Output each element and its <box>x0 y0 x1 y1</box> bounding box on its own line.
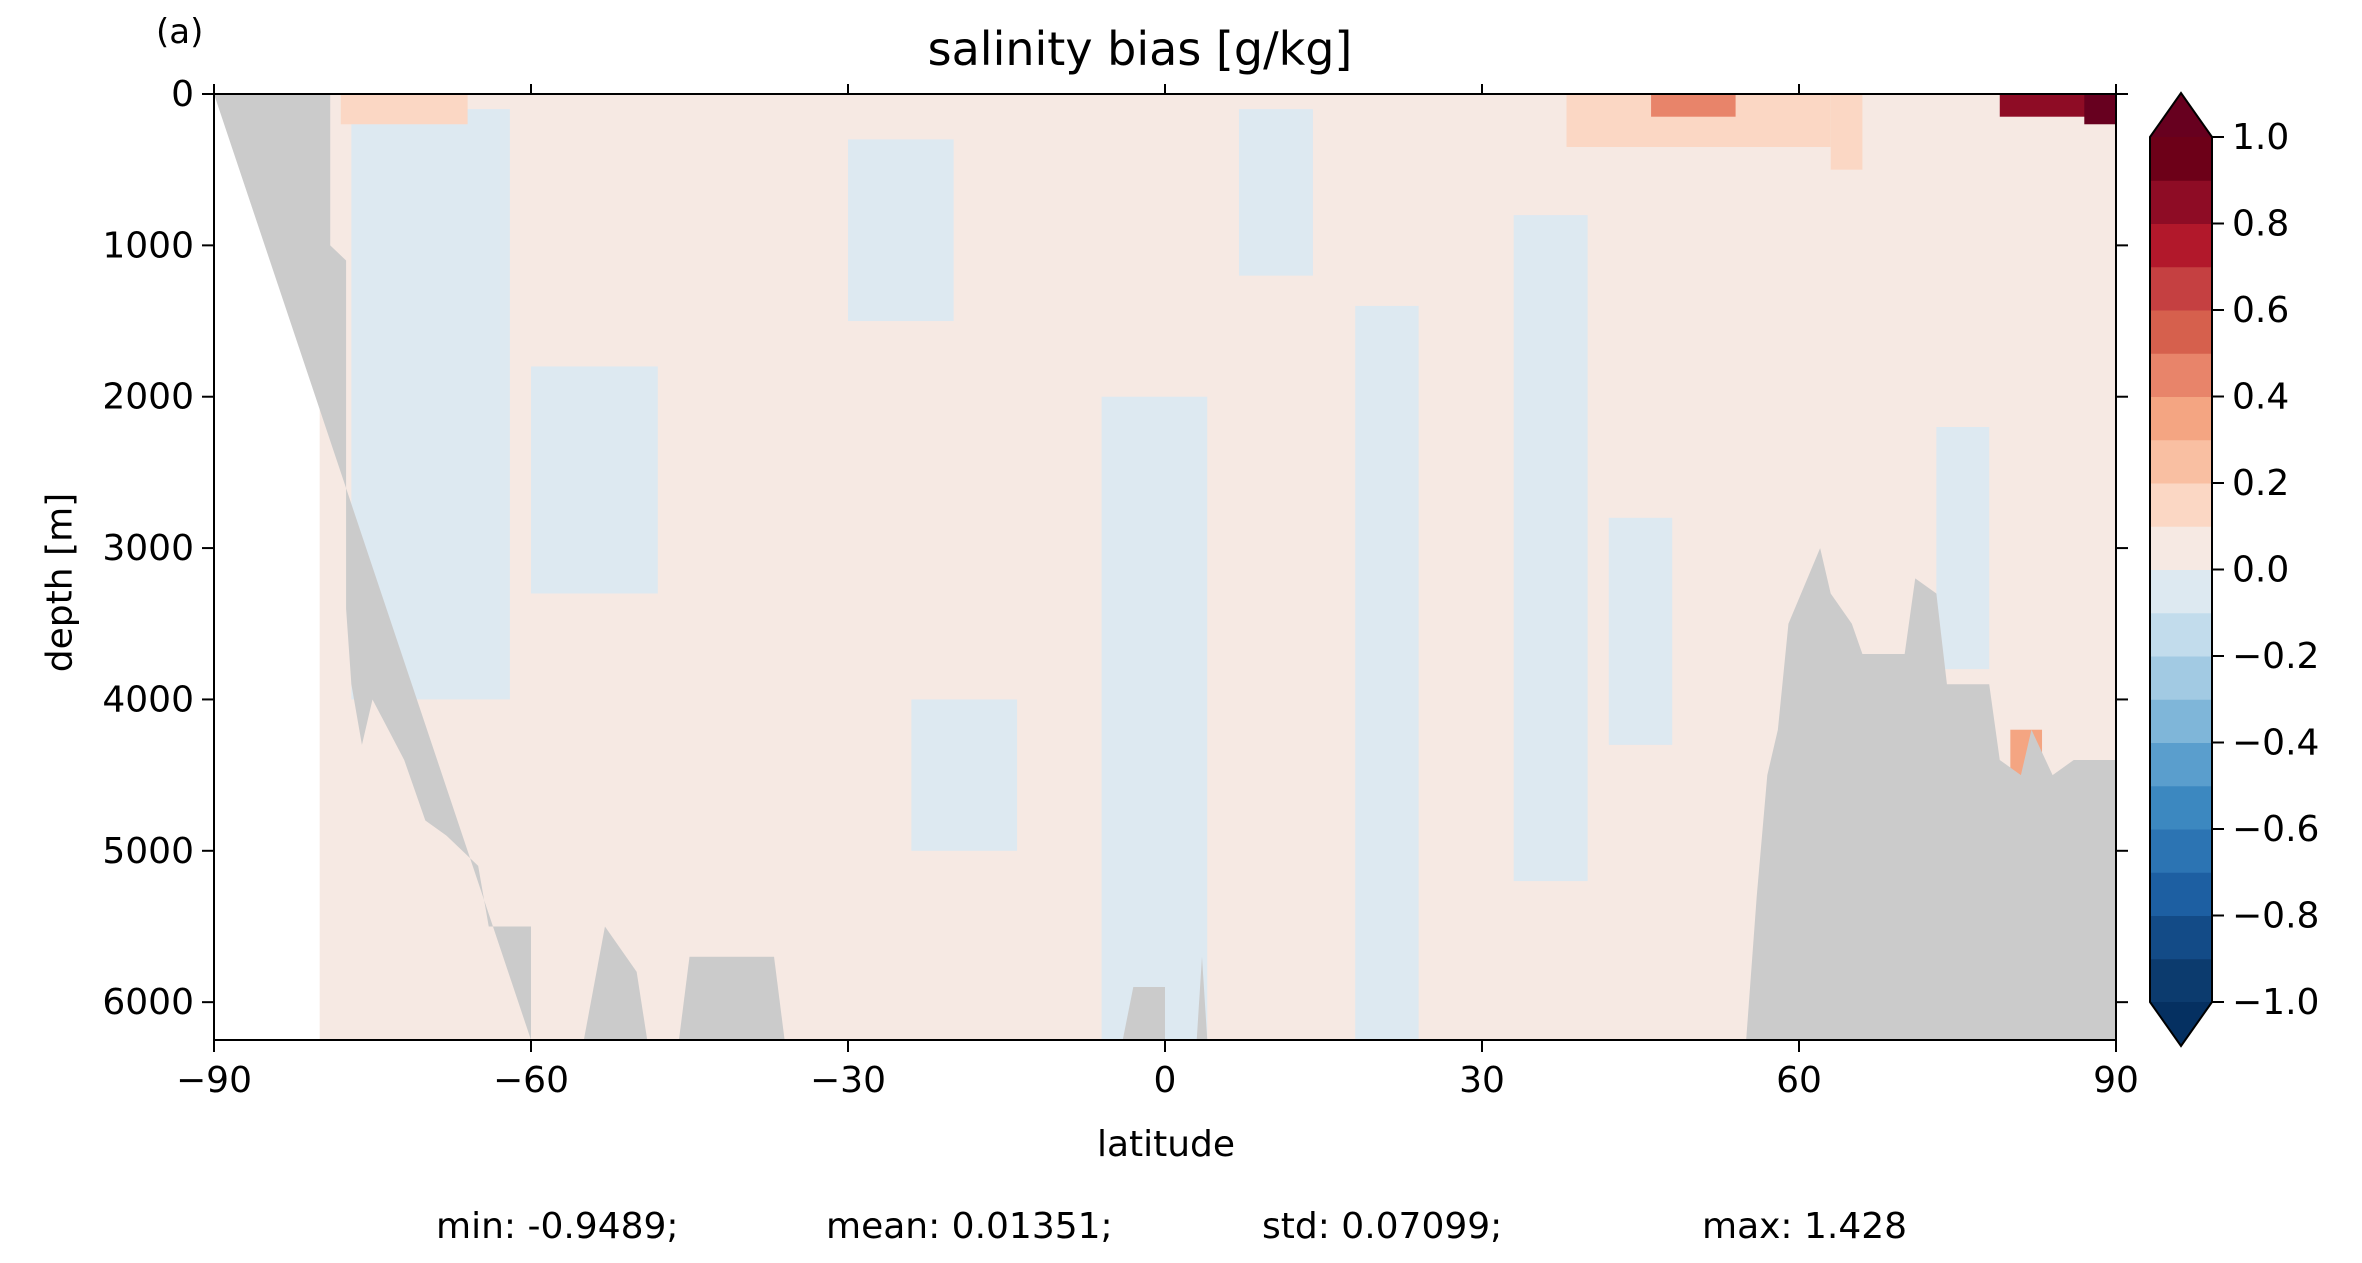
y-tick-label-3: 3000 <box>102 528 194 569</box>
x-axis-label: latitude <box>1096 1124 1236 1165</box>
colorbar-tick-label-7: −0.4 <box>2232 723 2319 764</box>
stat-std: std: 0.07099; <box>1262 1206 1503 1247</box>
colorbar-tick-label-2: 0.6 <box>2232 290 2289 331</box>
bias-patch-14 <box>1830 94 1863 170</box>
x-tick-label-0: −90 <box>176 1060 252 1101</box>
colorbar-segment-3 <box>2150 829 2212 873</box>
bias-patch-3 <box>848 139 954 322</box>
colorbar-segment-17 <box>2150 223 2212 268</box>
bias-patch-4 <box>911 699 1018 851</box>
bias-patch-8 <box>1513 215 1588 882</box>
x-tick-label-2: −30 <box>810 1060 886 1101</box>
bias-patch-7 <box>1355 305 1419 1040</box>
bias-patch-2 <box>531 366 658 594</box>
y-tick-label-6: 6000 <box>102 982 194 1023</box>
colorbar-segment-13 <box>2150 396 2212 441</box>
colorbar-segment-11 <box>2150 483 2212 527</box>
bias-patch-5 <box>1101 396 1208 1040</box>
colorbar-tick-label-9: −0.8 <box>2232 896 2319 937</box>
colorbar-tick-label-8: −0.6 <box>2232 809 2319 850</box>
bias-patch-6 <box>1238 109 1313 276</box>
colorbar-extend-top <box>2150 93 2212 137</box>
land-mask <box>214 94 2116 1040</box>
x-tick-label-5: 60 <box>1776 1060 1822 1101</box>
y-tick-label-1: 1000 <box>102 225 194 266</box>
colorbar-segment-14 <box>2150 353 2212 397</box>
colorbar-segment-15 <box>2150 310 2212 354</box>
y-axis: 0 1000 2000 3000 4000 5000 6000 <box>102 74 2128 1023</box>
colorbar-segment-19 <box>2150 137 2212 181</box>
land-ridge-3 <box>1196 956 1208 1040</box>
stat-max: max: 1.428 <box>1702 1206 1908 1247</box>
colorbar-segment-18 <box>2150 180 2212 224</box>
colorbar-tick-label-3: 0.4 <box>2232 377 2289 418</box>
colorbar-segment-6 <box>2150 699 2212 743</box>
colorbar-segment-7 <box>2150 656 2212 700</box>
land-south <box>214 94 531 1040</box>
colorbar-extend-bottom <box>2150 1002 2212 1046</box>
colorbar-segment-16 <box>2150 266 2212 311</box>
colorbar-tick-label-6: −0.2 <box>2232 636 2319 677</box>
land-north <box>1746 548 2116 1040</box>
colorbar-segment-4 <box>2150 785 2212 830</box>
chart-title: salinity bias [g/kg] <box>927 22 1353 76</box>
stat-min: min: -0.9489; <box>436 1206 679 1247</box>
land-ridge-1 <box>678 956 785 1040</box>
x-tick-label-6: 90 <box>2093 1060 2139 1101</box>
bias-patch-9 <box>1608 517 1673 745</box>
colorbar-tick-label-4: 0.2 <box>2232 463 2289 504</box>
colorbar-segment-12 <box>2150 439 2212 484</box>
y-tick-label-5: 5000 <box>102 831 194 872</box>
x-axis: −90 −60 −30 0 30 60 90 <box>176 84 2139 1101</box>
colorbar: 1.0 0.8 0.6 0.4 0.2 0.0 −0.2 −0.4 −0.6 −0.8 −1.0 <box>2149 91 2319 1048</box>
colorbar-segment-10 <box>2150 526 2212 570</box>
colorbar-tick-label-5: 0.0 <box>2232 550 2289 591</box>
bias-patch-10 <box>1936 426 1990 670</box>
colorbar-segment-2 <box>2150 872 2212 916</box>
colorbar-segment-8 <box>2150 612 2212 657</box>
panel-label: (a) <box>156 12 204 52</box>
y-tick-label-0: 0 <box>171 74 194 115</box>
stat-mean: mean: 0.01351; <box>826 1206 1113 1247</box>
y-tick-label-4: 4000 <box>102 679 194 720</box>
colorbar-segment-0 <box>2150 958 2212 1003</box>
colorbar-segment-5 <box>2150 742 2212 787</box>
land-ridge-2 <box>1122 987 1165 1040</box>
colorbar-segment-9 <box>2150 569 2212 614</box>
colorbar-tick-label-0: 1.0 <box>2232 117 2289 158</box>
bias-patch-15 <box>1999 94 2095 117</box>
bias-patch-16 <box>2084 94 2116 125</box>
land-ridge-0 <box>583 926 648 1040</box>
x-tick-label-1: −60 <box>493 1060 569 1101</box>
bias-patch-11 <box>340 94 468 125</box>
x-tick-label-4: 30 <box>1459 1060 1505 1101</box>
bias-patch-13 <box>1651 94 1736 117</box>
colorbar-tick-label-10: −1.0 <box>2232 982 2319 1023</box>
colorbar-tick-label-1: 0.8 <box>2232 204 2289 245</box>
x-tick-label-3: 0 <box>1154 1060 1177 1101</box>
colorbar-segment-1 <box>2150 915 2212 960</box>
y-tick-label-2: 2000 <box>102 377 194 418</box>
